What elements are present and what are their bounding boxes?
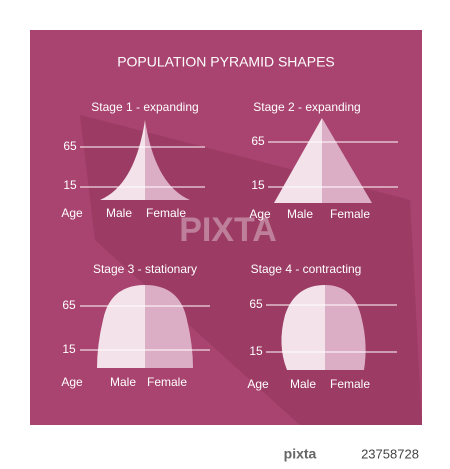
male-label: Male	[287, 207, 313, 221]
female-label: Female	[146, 206, 186, 220]
female-label: Female	[330, 207, 370, 221]
age-label: 65	[63, 139, 77, 153]
age-label: 65	[251, 134, 265, 148]
axis-label: Age	[61, 375, 83, 389]
male-shape	[100, 120, 145, 200]
female-shape	[145, 120, 190, 200]
panel: Stage 1 - expanding 65 15 Age Male Femal…	[61, 100, 205, 220]
title: POPULATION PYRAMID SHAPES	[117, 54, 335, 70]
axis-label: Age	[61, 206, 83, 220]
panel: Stage 4 - contracting 65 15 Age Male Fem…	[247, 262, 397, 391]
male-shape	[281, 285, 325, 370]
panel-title: Stage 3 - stationary	[93, 262, 197, 276]
age-label: 15	[63, 178, 77, 192]
male-label: Male	[110, 375, 136, 389]
axis-label: Age	[247, 377, 269, 391]
age-label: 15	[251, 178, 265, 192]
footer-id: 23758728	[361, 446, 419, 461]
age-label: 65	[249, 297, 263, 311]
age-label: 15	[62, 342, 76, 356]
panel-title: Stage 1 - expanding	[91, 100, 198, 114]
panel: Stage 3 - stationary 65 15 Age Male Fema…	[61, 262, 210, 389]
female-label: Female	[330, 377, 370, 391]
watermark: PIXTA	[179, 211, 277, 249]
age-label: 15	[249, 344, 263, 358]
female-shape	[325, 285, 366, 370]
panel-title: Stage 2 - expanding	[253, 100, 360, 114]
male-label: Male	[106, 206, 132, 220]
female-label: Female	[147, 375, 187, 389]
male-label: Male	[290, 377, 316, 391]
axis-label: Age	[249, 207, 271, 221]
panel: Stage 2 - expanding 65 15 Age Male Femal…	[249, 100, 398, 221]
female-shape	[322, 118, 372, 203]
male-shape	[274, 118, 322, 203]
panel-title: Stage 4 - contracting	[251, 262, 362, 276]
footer-brand: pixta	[284, 446, 317, 462]
age-label: 65	[62, 298, 76, 312]
